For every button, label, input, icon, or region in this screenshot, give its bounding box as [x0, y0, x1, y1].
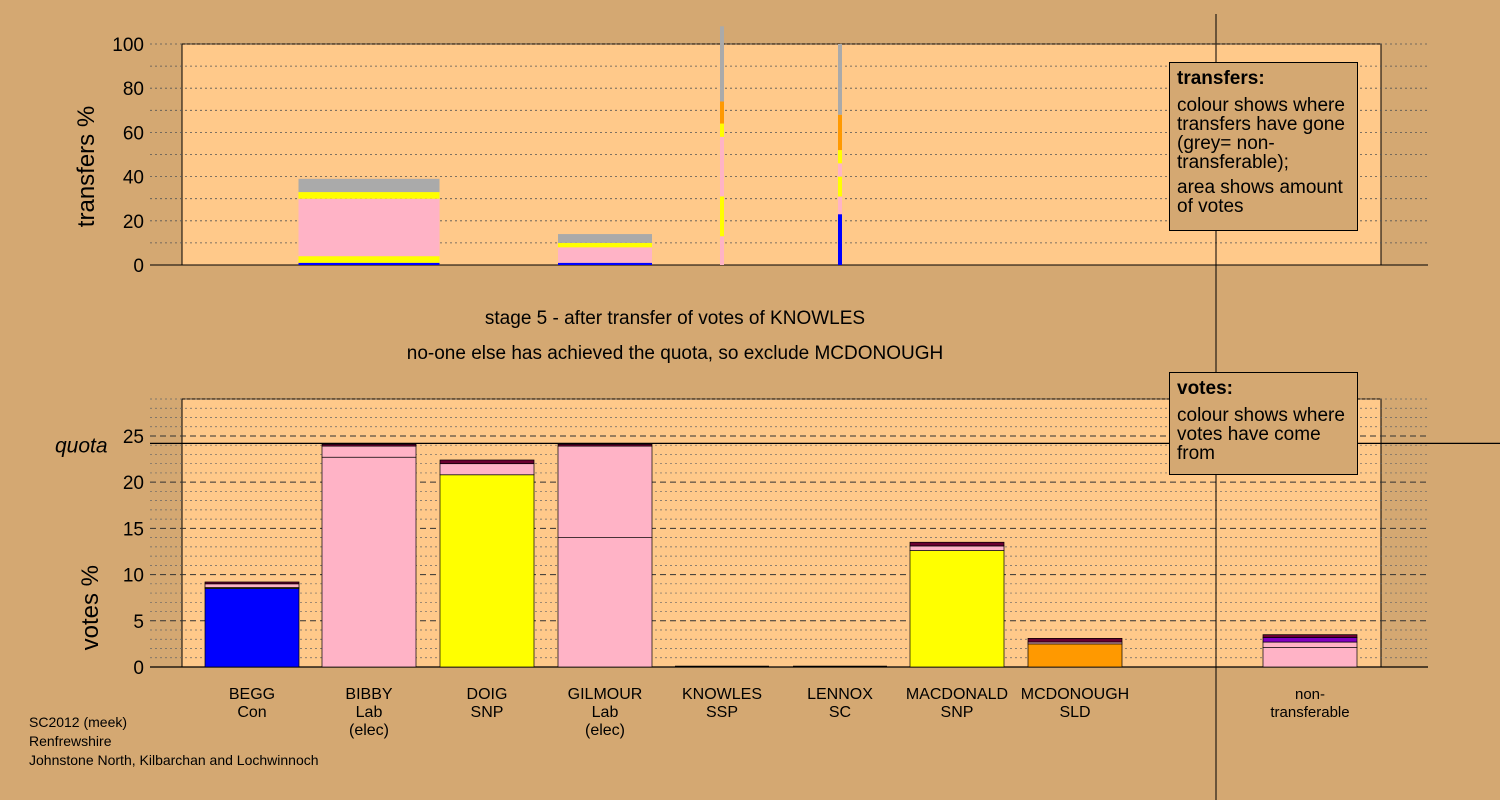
transfer-segment-knowles — [720, 196, 724, 237]
transfer-segment-bibby — [298, 256, 440, 263]
x-axis-candidate-label: SNP — [471, 704, 504, 721]
transfer-segment-gilmour — [558, 262, 652, 265]
votes-legend-title: votes: — [1177, 378, 1233, 399]
transfer-segment-knowles — [720, 123, 724, 137]
vote-segment-macdonald — [909, 550, 1005, 668]
transfer-segment-bibby — [298, 262, 440, 265]
vote-segment-begg — [204, 588, 300, 668]
x-axis-candidate-label: MACDONALD — [906, 686, 1008, 703]
transfer-segment-knowles — [720, 236, 724, 265]
x-axis-candidate-label: BIBBY — [345, 686, 392, 703]
transfers-y-tick-label: 0 — [133, 256, 144, 277]
action-caption: no-one else has achieved the quota, so e… — [406, 343, 944, 364]
transfers-y-tick-label: 60 — [123, 123, 144, 144]
footer-ward: Johnstone North, Kilbarchan and Lochwinn… — [29, 752, 319, 768]
transfer-segment-knowles — [720, 136, 724, 197]
x-axis-candidate-label: transferable — [1270, 704, 1349, 721]
transfers-y-tick-label: 20 — [123, 212, 144, 233]
vote-segment-begg — [204, 581, 300, 585]
transfers-legend-title: transfers: — [1177, 68, 1265, 89]
votes-y-tick-label: 25 — [123, 427, 144, 448]
x-axis-candidate-label: Lab — [356, 704, 383, 721]
vote-segment-non-transferable — [1262, 637, 1358, 643]
votes-y-axis-label: votes % — [77, 565, 104, 650]
x-axis-candidate-label: (elec) — [585, 722, 625, 739]
transfer-segment-lennox — [838, 44, 842, 115]
vote-segment-macdonald — [909, 541, 1005, 547]
votes-legend-line1: colour shows where votes have come from — [1177, 405, 1345, 464]
vote-segment-gilmour — [557, 443, 653, 447]
x-axis-candidate-label: Con — [237, 704, 266, 721]
vote-segment-non-transferable — [1262, 647, 1358, 668]
vote-segment-macdonald — [909, 545, 1005, 551]
stage-caption: stage 5 - after transfer of votes of KNO… — [484, 308, 866, 329]
vote-segment-gilmour — [557, 445, 653, 538]
transfer-segment-gilmour — [558, 242, 652, 248]
transfer-segment-lennox — [838, 176, 842, 197]
transfer-segment-gilmour — [558, 247, 652, 263]
transfer-segment-lennox — [838, 150, 842, 164]
x-axis-candidate-label: KNOWLES — [682, 686, 762, 703]
x-axis-candidate-label: GILMOUR — [568, 686, 643, 703]
transfer-segment-bibby — [298, 178, 440, 193]
vote-segment-bibby — [321, 443, 417, 447]
footer-election: SC2012 (meek) — [29, 714, 128, 730]
transfers-y-tick-label: 100 — [112, 35, 144, 56]
transfer-segment-lennox — [838, 196, 842, 215]
votes-legend: votes: colour shows where votes have com… — [1169, 372, 1358, 475]
x-axis-candidate-label: DOIG — [467, 686, 508, 703]
vote-segment-doig — [439, 463, 535, 476]
transfer-segment-bibby — [298, 192, 440, 199]
transfers-legend-line2: area shows amount of votes — [1177, 177, 1343, 217]
vote-segment-mcdonough — [1027, 643, 1123, 668]
x-axis-candidate-label: BEGG — [229, 686, 275, 703]
transfer-segment-lennox — [838, 214, 842, 265]
x-axis-candidate-label: SLD — [1059, 704, 1090, 721]
transfers-legend-line1: colour shows where transfers have gone (… — [1177, 95, 1345, 173]
x-axis-candidate-label: SSP — [706, 704, 738, 721]
transfer-segment-gilmour — [558, 234, 652, 243]
x-axis-candidate-label: (elec) — [349, 722, 389, 739]
x-axis-candidate-label: MCDONOUGH — [1021, 686, 1129, 703]
vote-segment-non-transferable — [1262, 634, 1358, 638]
transfers-y-tick-label: 80 — [123, 79, 144, 100]
transfer-segment-lennox — [838, 163, 842, 177]
transfer-segment-knowles — [720, 101, 724, 124]
x-axis-candidate-label: Lab — [592, 704, 619, 721]
votes-y-tick-label: 20 — [123, 473, 144, 494]
vote-segment-gilmour — [557, 537, 653, 668]
transfer-segment-bibby — [298, 198, 440, 257]
transfer-segment-lennox — [838, 114, 842, 151]
transfers-y-tick-label: 40 — [123, 168, 144, 189]
transfers-legend: transfers: colour shows where transfers … — [1169, 62, 1358, 231]
quota-label: quota — [55, 434, 108, 457]
vote-segment-doig — [439, 459, 535, 465]
footer-council: Renfrewshire — [29, 733, 112, 749]
x-axis-candidate-label: LENNOX — [807, 686, 873, 703]
votes-y-tick-label: 10 — [123, 566, 144, 587]
transfer-segment-knowles — [720, 26, 724, 102]
vote-segment-begg — [204, 583, 300, 588]
votes-y-tick-label: 0 — [133, 658, 144, 679]
votes-y-tick-label: 15 — [123, 519, 144, 540]
vote-segment-mcdonough — [1027, 638, 1123, 643]
x-axis-candidate-label: SC — [829, 704, 851, 721]
x-axis-candidate-label: non- — [1295, 686, 1325, 703]
transfers-y-axis-label: transfers % — [73, 106, 100, 227]
vote-segment-doig — [439, 474, 535, 668]
vote-segment-non-transferable — [1262, 641, 1358, 648]
vote-segment-bibby — [321, 445, 417, 458]
vote-segment-bibby — [321, 456, 417, 668]
x-axis-candidate-label: SNP — [941, 704, 974, 721]
votes-y-tick-label: 5 — [133, 612, 144, 633]
